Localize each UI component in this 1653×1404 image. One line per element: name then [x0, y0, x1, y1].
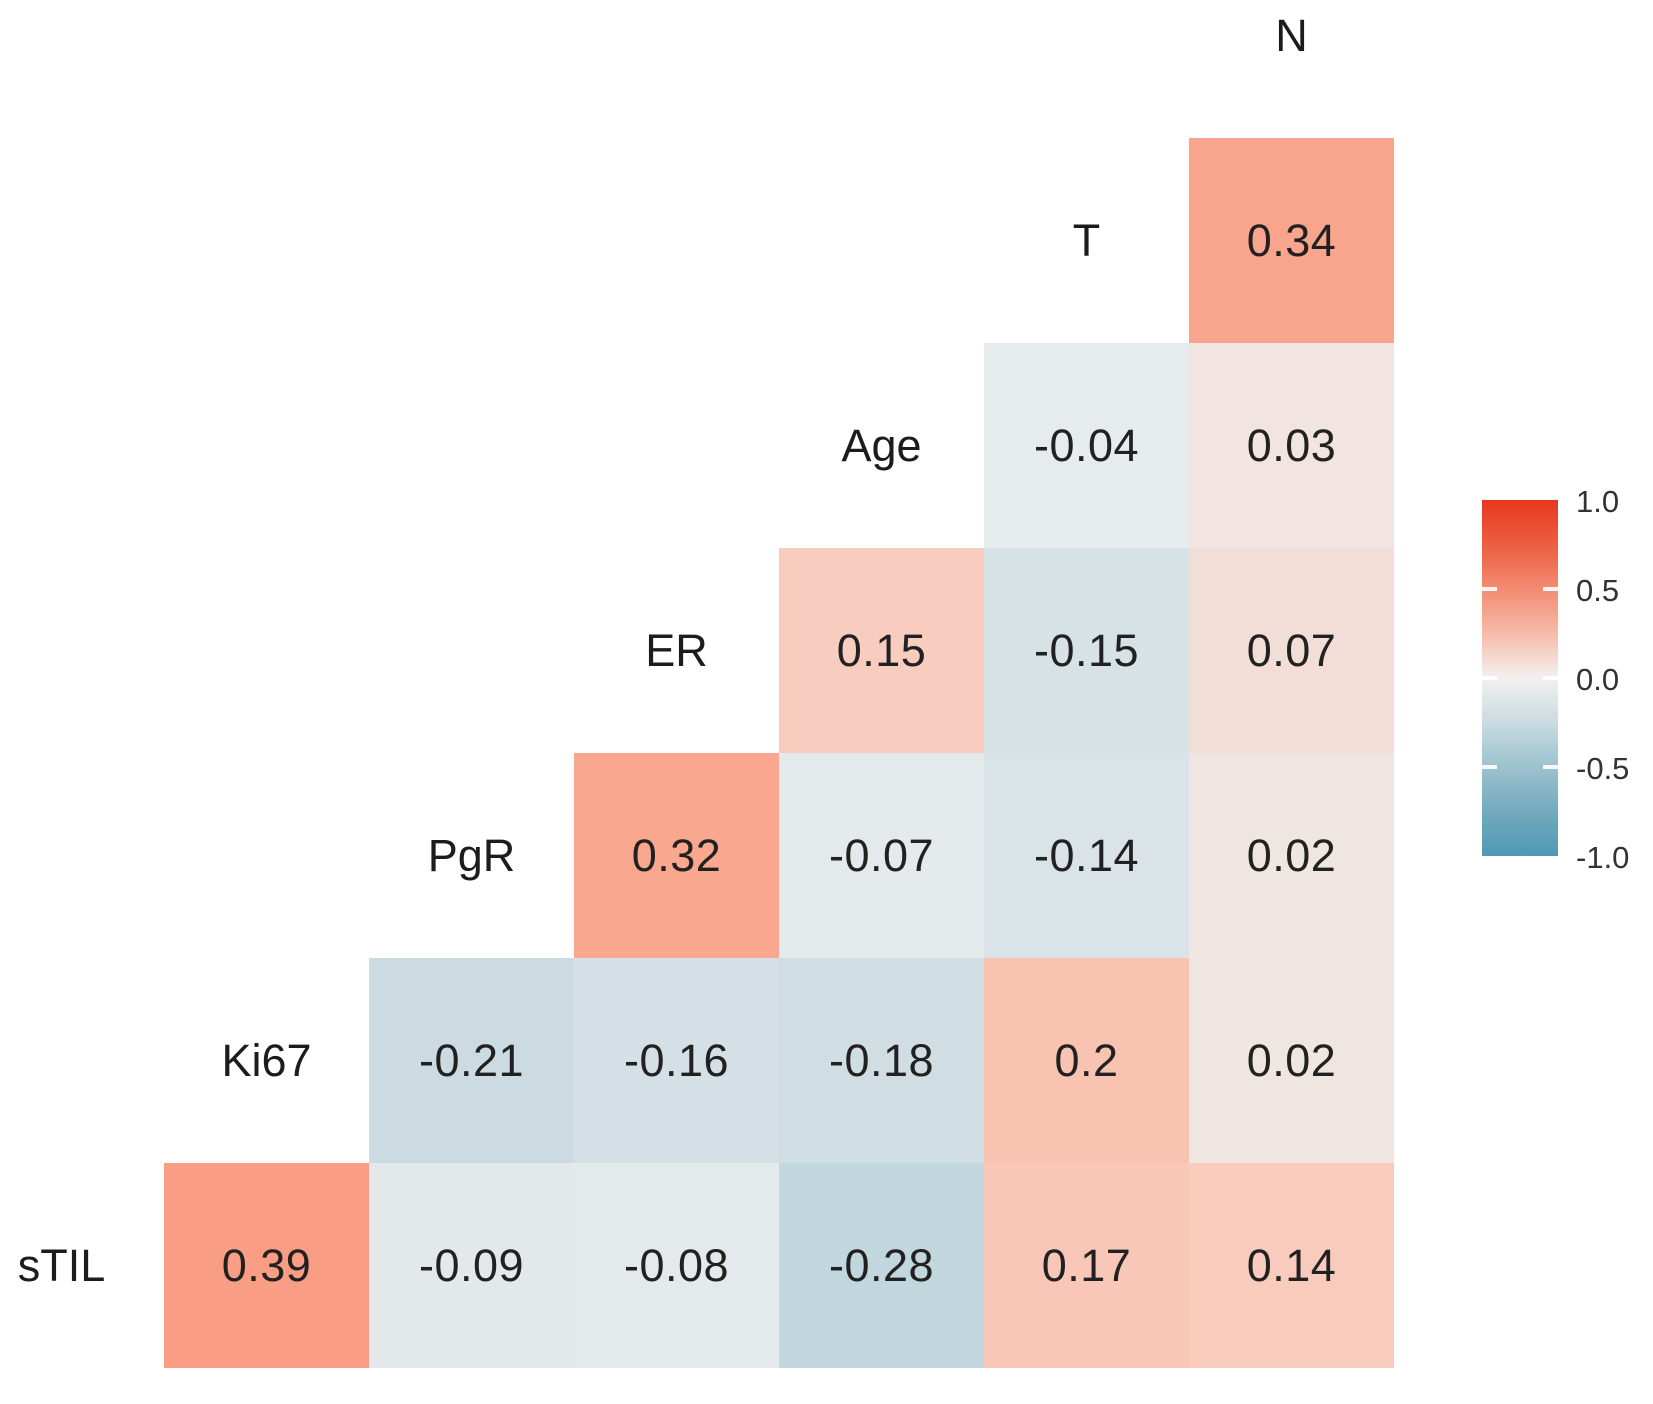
- heatmap-cell-Ki67-T: 0.2: [984, 958, 1189, 1163]
- legend-tick-label--0.5: -0.5: [1576, 751, 1630, 786]
- heatmap-cell-Ki67-PgR: -0.21: [369, 958, 574, 1163]
- heatmap-cell-sTIL-Age: -0.28: [779, 1163, 984, 1368]
- heatmap-cell-PgR-T: -0.14: [984, 753, 1189, 958]
- heatmap-cell-PgR-Age: -0.07: [779, 753, 984, 958]
- heatmap-cell-sTIL-PgR: -0.09: [369, 1163, 574, 1368]
- heatmap-cell-PgR-ER: 0.32: [574, 753, 779, 958]
- heatmap-cell-Ki67-Age: -0.18: [779, 958, 984, 1163]
- variable-label-T: T: [1072, 214, 1101, 266]
- variable-label-sTIL: sTIL: [17, 1239, 106, 1291]
- variable-label-N: N: [1275, 9, 1308, 61]
- heatmap-cell-ER-Age: 0.15: [779, 548, 984, 753]
- heatmap-cell-Ki67-N: 0.02: [1189, 958, 1394, 1163]
- legend-tick-label-0.5: 0.5: [1576, 573, 1620, 608]
- variable-label-Age: Age: [841, 419, 922, 471]
- legend-tickmark: [1482, 587, 1497, 591]
- legend-tickmark: [1543, 587, 1558, 591]
- heatmap-cell-ER-N: 0.07: [1189, 548, 1394, 753]
- heatmap-cell-sTIL-ER: -0.08: [574, 1163, 779, 1368]
- heatmap-cell-ER-T: -0.15: [984, 548, 1189, 753]
- heatmap-cell-Ki67-ER: -0.16: [574, 958, 779, 1163]
- legend-tickmark: [1543, 765, 1558, 769]
- legend-tickmark: [1543, 676, 1558, 680]
- variable-label-ER: ER: [645, 624, 708, 676]
- heatmap-cell-sTIL-Ki67: 0.39: [164, 1163, 369, 1368]
- variable-label-Ki67: Ki67: [221, 1034, 312, 1086]
- legend-colorbar: [1482, 500, 1558, 856]
- legend-tickmark: [1482, 676, 1497, 680]
- variable-label-PgR: PgR: [427, 829, 516, 881]
- heatmap-cell-sTIL-N: 0.14: [1189, 1163, 1394, 1368]
- heatmap-cell-T-N: 0.34: [1189, 138, 1394, 343]
- heatmap-cell-PgR-N: 0.02: [1189, 753, 1394, 958]
- legend-tick-label--1.0: -1.0: [1576, 840, 1630, 875]
- heatmap-cell-Age-N: 0.03: [1189, 343, 1394, 548]
- legend-tick-label-1.0: 1.0: [1576, 484, 1620, 519]
- heatmap-cell-sTIL-T: 0.17: [984, 1163, 1189, 1368]
- legend-tick-label-0.0: 0.0: [1576, 662, 1620, 697]
- heatmap-cell-Age-T: -0.04: [984, 343, 1189, 548]
- legend-tickmark: [1482, 765, 1497, 769]
